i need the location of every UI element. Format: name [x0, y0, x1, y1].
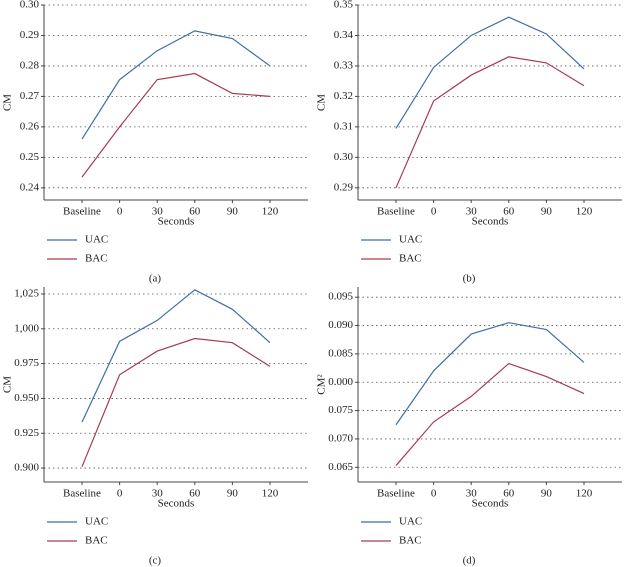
- legend-label: UAC: [85, 516, 108, 528]
- series-line: [395, 362, 585, 466]
- y-tick-label: 0.925: [14, 427, 39, 439]
- y-tick-label: 0.000: [328, 376, 353, 388]
- legend-label: UAC: [399, 234, 422, 246]
- x-tick-label: 90: [541, 488, 553, 500]
- y-tick-label: 0.095: [328, 291, 353, 303]
- y-tick-label: 1,000: [14, 322, 39, 334]
- panel: 0.065 0.070 0.075 0.000 0.085 0.090 0.095 Basel…: [316, 287, 622, 567]
- y-tick-label: 0.30: [20, 0, 40, 11]
- x-tick-label: 30: [466, 206, 478, 218]
- y-tick-label: 0.29: [334, 181, 354, 193]
- y-axis-label: CM: [316, 94, 328, 111]
- x-tick-label: 120: [576, 488, 593, 500]
- series-line: [395, 16, 585, 129]
- legend-label: BAC: [85, 535, 108, 547]
- y-axis-label: CM: [2, 376, 14, 393]
- panel: 0.29 0.30 0.31 0.32 0.33 0.34 0.35 Baseline 0 30 6…: [316, 0, 622, 285]
- x-tick-label: 90: [227, 206, 239, 218]
- x-tick-label: 60: [503, 206, 515, 218]
- y-tick-label: 0.32: [334, 90, 353, 102]
- x-tick-label: 120: [262, 488, 279, 500]
- legend-label: BAC: [399, 253, 422, 265]
- x-axis-label: Seconds: [472, 498, 509, 510]
- x-tick-label: 0: [117, 488, 123, 500]
- x-tick-label: 0: [117, 206, 123, 218]
- y-tick-label: 0.950: [14, 392, 39, 404]
- y-tick-label: 0.28: [20, 59, 40, 71]
- x-tick-label: 30: [152, 488, 164, 500]
- y-tick-label: 0.900: [14, 462, 39, 474]
- x-axis-label: Seconds: [158, 498, 195, 510]
- series-line: [81, 337, 271, 467]
- y-tick-label: 0.31: [334, 120, 353, 132]
- x-tick-label: 120: [576, 206, 593, 218]
- y-tick-label: 0.070: [328, 432, 353, 444]
- x-tick-label: Baseline: [63, 488, 101, 500]
- y-tick-label: 0.27: [20, 90, 40, 102]
- x-axis-label: Seconds: [158, 216, 195, 228]
- x-tick-label: 120: [262, 206, 279, 218]
- panel-caption: (b): [463, 273, 476, 285]
- x-tick-label: 90: [227, 488, 239, 500]
- y-tick-label: 0.065: [328, 461, 353, 473]
- panel-caption: (c): [149, 555, 162, 567]
- x-tick-label: 30: [152, 206, 164, 218]
- series-line: [81, 289, 271, 423]
- x-tick-label: 90: [541, 206, 553, 218]
- y-tick-label: 0.29: [20, 29, 40, 41]
- legend-label: UAC: [85, 234, 108, 246]
- y-tick-label: 0.975: [14, 357, 39, 369]
- series-line: [395, 56, 585, 189]
- legend-label: BAC: [399, 535, 422, 547]
- x-tick-label: 0: [431, 206, 437, 218]
- x-tick-label: Baseline: [63, 206, 101, 218]
- panel: 0.900 0.925 0.950 0.975 1,000 1,025 Baseline 0 3…: [2, 287, 308, 567]
- y-tick-label: 0.075: [328, 404, 353, 416]
- y-tick-label: 0.085: [328, 347, 353, 359]
- panel-caption: (d): [463, 555, 476, 567]
- x-axis-label: Seconds: [472, 216, 509, 228]
- y-tick-label: 0.26: [20, 120, 40, 132]
- series-line: [81, 72, 271, 178]
- legend-label: BAC: [85, 253, 108, 265]
- series-line: [395, 322, 585, 426]
- y-tick-label: 1,025: [14, 287, 39, 299]
- legend-label: UAC: [399, 516, 422, 528]
- panel-caption: (a): [149, 273, 162, 285]
- y-tick-label: 0.33: [334, 59, 354, 71]
- x-tick-label: 60: [503, 488, 515, 500]
- y-axis-label: CM: [2, 94, 14, 111]
- x-tick-label: 0: [431, 488, 437, 500]
- y-axis-label: CM²: [316, 374, 328, 395]
- y-tick-label: 0.35: [334, 0, 354, 11]
- x-tick-label: 30: [466, 488, 478, 500]
- y-tick-label: 0.25: [20, 151, 40, 163]
- x-tick-label: 60: [189, 206, 201, 218]
- x-tick-label: Baseline: [377, 206, 415, 218]
- y-tick-label: 0.34: [334, 29, 354, 41]
- panel: 0.24 0.25 0.26 0.27 0.28 0.29 0.30 Baseline 0 30 6…: [2, 0, 308, 285]
- y-tick-label: 0.090: [328, 319, 353, 331]
- y-tick-label: 0.24: [20, 181, 40, 193]
- x-tick-label: 60: [189, 488, 201, 500]
- y-tick-label: 0.30: [334, 151, 354, 163]
- x-tick-label: Baseline: [377, 488, 415, 500]
- series-line: [81, 30, 271, 140]
